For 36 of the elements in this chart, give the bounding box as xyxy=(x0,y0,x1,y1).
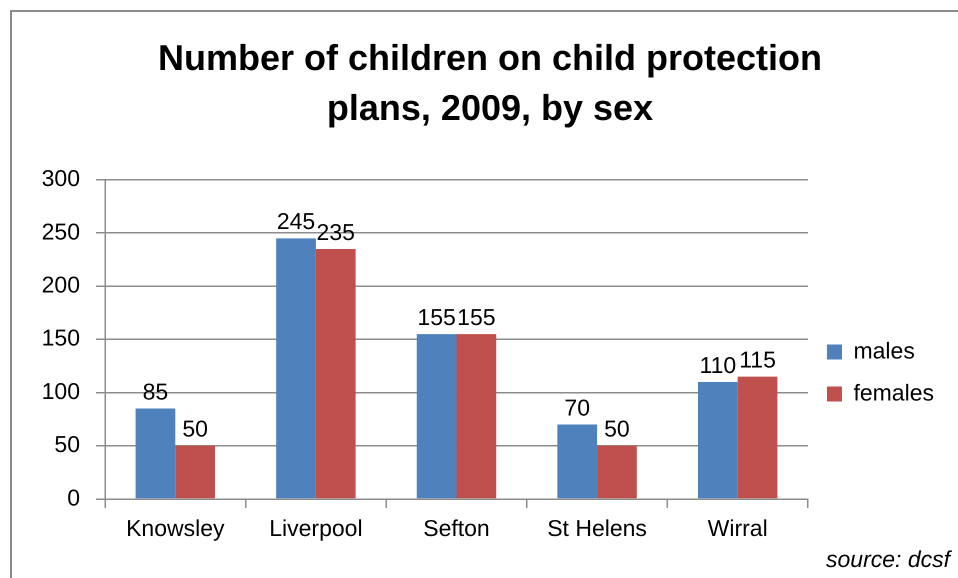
data-label: 110 xyxy=(699,352,736,378)
y-tick-label: 0 xyxy=(67,484,80,510)
data-label: 155 xyxy=(457,304,496,330)
bar xyxy=(738,376,778,498)
bar xyxy=(597,446,637,498)
data-label: 85 xyxy=(142,378,168,404)
x-tick-label: St Helens xyxy=(547,515,647,542)
data-label: 235 xyxy=(316,218,355,245)
bar xyxy=(456,334,496,498)
data-label: 245 xyxy=(276,208,316,234)
data-label: 50 xyxy=(182,416,208,442)
x-tick-label: Wirral xyxy=(708,515,768,542)
bar xyxy=(316,248,356,498)
bar xyxy=(175,446,216,498)
bar xyxy=(136,408,176,498)
bar xyxy=(416,334,456,498)
y-tick-label: 300 xyxy=(42,165,80,192)
y-tick-label: 200 xyxy=(42,272,80,298)
y-tick-label: 250 xyxy=(42,218,80,244)
y-tick-label: 100 xyxy=(42,378,80,404)
bar xyxy=(698,382,738,498)
chart-title: Number of children on child protection plans, 2009, by sex xyxy=(156,36,823,130)
data-label: 115 xyxy=(739,346,776,372)
x-tick-label: Knowsley xyxy=(126,515,226,542)
data-label: 50 xyxy=(604,416,630,442)
bar xyxy=(557,424,598,498)
legend-label: males xyxy=(853,337,915,364)
legend-label: females xyxy=(853,379,934,406)
bar xyxy=(276,238,316,498)
x-tick-label: Liverpool xyxy=(269,515,363,542)
x-tick-label: Sefton xyxy=(423,515,490,542)
y-tick-label: 150 xyxy=(42,324,80,351)
source-note: source: dcsf xyxy=(826,546,950,572)
y-tick-label: 50 xyxy=(54,431,80,458)
data-label: 70 xyxy=(564,394,590,420)
data-label: 155 xyxy=(417,304,456,330)
